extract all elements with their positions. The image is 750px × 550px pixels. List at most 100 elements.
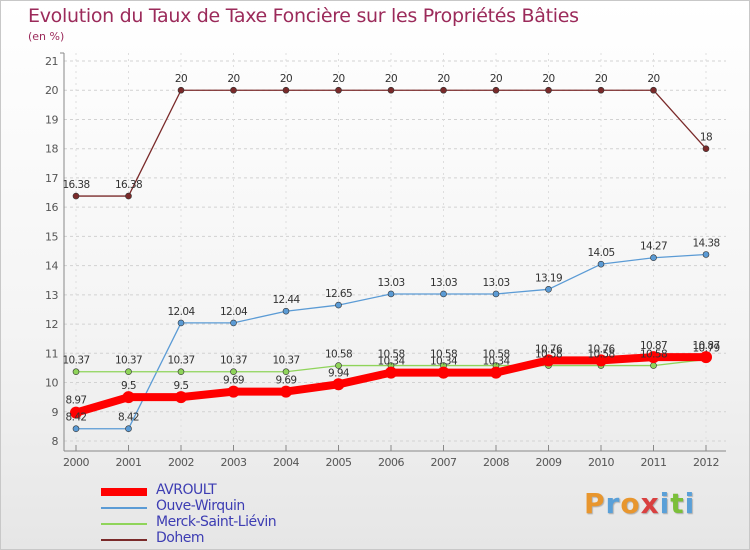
data-point — [650, 86, 657, 94]
y-tick-label: 9 — [52, 406, 59, 419]
data-label: 10.87 — [640, 340, 667, 352]
logo-letter: i — [659, 487, 671, 520]
proxiti-logo: Proxiti — [584, 487, 695, 520]
logo-letter: r — [605, 487, 621, 520]
data-point — [545, 285, 552, 293]
x-tick-label: 2008 — [483, 456, 509, 469]
data-point — [597, 86, 605, 94]
legend-label: AVROULT — [156, 482, 217, 498]
legend-swatch — [101, 523, 147, 525]
y-tick-label: 17 — [45, 172, 58, 185]
data-label: 20 — [175, 73, 187, 85]
y-tick-label: 13 — [45, 289, 58, 302]
x-tick-label: 2004 — [273, 456, 299, 469]
data-label: 10.34 — [482, 356, 510, 368]
data-label: 14.27 — [640, 241, 667, 253]
data-label: 10.76 — [587, 343, 615, 355]
data-point — [702, 145, 710, 152]
legend-swatch — [101, 488, 147, 496]
data-point — [177, 368, 185, 376]
data-label: 10.37 — [272, 355, 299, 367]
data-point — [387, 86, 395, 94]
data-point — [335, 86, 342, 94]
data-label: 10.76 — [535, 343, 563, 355]
data-point — [387, 290, 395, 298]
data-label: 13.03 — [430, 277, 457, 289]
data-label: 10.37 — [220, 355, 247, 367]
data-point — [492, 86, 500, 94]
data-point — [125, 192, 132, 200]
x-tick-label: 2007 — [431, 456, 457, 469]
x-tick-label: 2002 — [168, 456, 194, 469]
data-label: 9.5 — [121, 380, 136, 392]
y-tick-label: 16 — [45, 201, 58, 214]
data-point — [125, 368, 132, 376]
data-label: 20 — [280, 73, 292, 85]
data-label: 14.38 — [692, 238, 719, 250]
y-tick-label: 15 — [45, 230, 58, 243]
x-tick-label: 2001 — [116, 456, 142, 469]
y-tick-label: 12 — [45, 318, 58, 331]
legend-swatch — [101, 507, 147, 509]
x-tick-label: 2005 — [326, 456, 352, 469]
data-point — [700, 351, 712, 364]
x-tick-label: 2000 — [63, 456, 89, 469]
data-label: 20 — [437, 73, 449, 85]
data-point — [490, 366, 502, 379]
data-label: 10.58 — [482, 349, 509, 361]
data-label: 12.04 — [167, 306, 195, 318]
y-tick-label: 19 — [45, 113, 58, 126]
data-point — [72, 192, 80, 200]
y-tick-label: 11 — [45, 347, 58, 360]
data-label: 20 — [542, 73, 554, 85]
legend-label: Ouve-Wirquin — [156, 498, 245, 514]
legend-label: Merck-Saint-Liévin — [156, 514, 277, 530]
data-label: 13.03 — [482, 277, 509, 289]
data-point — [440, 290, 447, 298]
data-label: 16.38 — [115, 179, 142, 191]
data-label: 10.58 — [430, 349, 457, 361]
logo-letter: x — [640, 487, 660, 520]
data-point — [125, 425, 132, 433]
data-label: 10.58 — [377, 349, 404, 361]
data-label: 9.5 — [174, 380, 189, 392]
y-tick-label: 18 — [45, 143, 58, 156]
data-label: 10.79 — [692, 342, 719, 354]
data-point — [230, 86, 237, 94]
data-point — [72, 425, 80, 433]
data-label: 18 — [700, 132, 712, 144]
y-tick-label: 8 — [52, 435, 59, 448]
data-point — [122, 391, 135, 404]
data-label: 20 — [332, 73, 344, 85]
data-label: 10.58 — [535, 349, 562, 361]
logo-letter: o — [620, 487, 641, 520]
y-tick-label: 21 — [45, 55, 58, 68]
data-label: 8.97 — [66, 395, 87, 407]
legend-swatch — [101, 539, 147, 541]
data-point — [597, 260, 605, 268]
data-label: 10.34 — [430, 356, 458, 368]
data-label: 10.58 — [640, 349, 667, 361]
data-label: 13.03 — [377, 277, 404, 289]
y-tick-label: 20 — [45, 84, 58, 97]
data-point — [595, 354, 607, 367]
x-tick-label: 2009 — [536, 456, 562, 469]
data-point — [335, 362, 342, 369]
chart-subtitle: (en %) — [28, 30, 65, 43]
logo-letter: i — [684, 487, 696, 520]
data-label: 8.42 — [66, 412, 87, 424]
data-point — [175, 391, 187, 404]
data-label: 20 — [385, 73, 397, 85]
x-tick-label: 2012 — [693, 456, 719, 469]
data-label: 9.69 — [276, 375, 297, 387]
x-tick-label: 2010 — [588, 456, 614, 469]
data-label: 10.37 — [167, 355, 194, 367]
data-label: 12.65 — [325, 288, 352, 300]
x-tick-label: 2011 — [641, 456, 667, 469]
data-point — [385, 366, 397, 379]
x-tick-label: 2003 — [221, 456, 247, 469]
data-point — [492, 290, 500, 298]
data-point — [70, 406, 82, 419]
